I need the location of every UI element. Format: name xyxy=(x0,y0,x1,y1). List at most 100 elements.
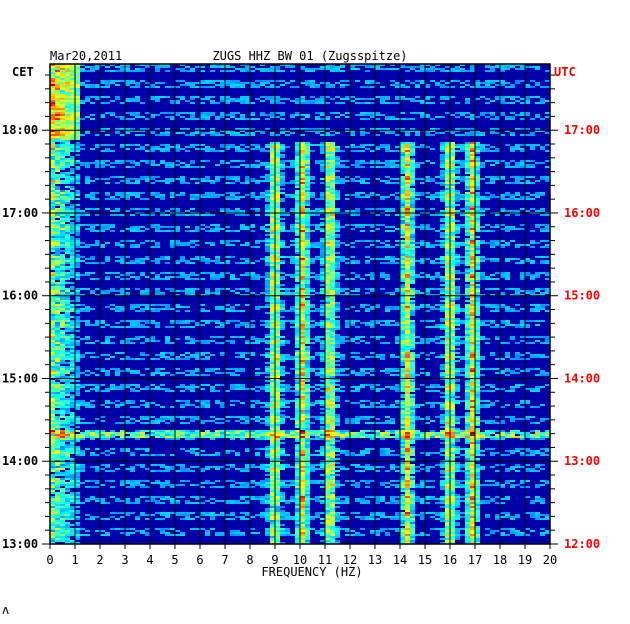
spectrogram-cell xyxy=(120,278,125,280)
spectrogram-cell xyxy=(290,100,295,102)
spectrogram-cell xyxy=(120,260,125,262)
spectrogram-cell xyxy=(190,230,195,232)
spectrogram-cell xyxy=(525,198,530,200)
spectrogram-cell xyxy=(410,168,415,170)
spectrogram-cell xyxy=(210,244,215,246)
spectrogram-cell xyxy=(155,308,160,310)
spectrogram-cell xyxy=(60,232,65,234)
spectrogram-cell xyxy=(75,76,80,78)
spectrogram-cell xyxy=(65,282,70,284)
spectrogram-cell xyxy=(125,320,130,322)
spectrogram-cell xyxy=(450,216,455,218)
spectrogram-cell xyxy=(445,66,450,68)
spectrogram-cell xyxy=(115,80,120,82)
spectrogram-cell xyxy=(325,244,330,246)
spectrogram-cell xyxy=(400,252,405,254)
spectrogram-cell xyxy=(505,64,510,66)
spectrogram-cell xyxy=(400,284,405,286)
spectrogram-cell xyxy=(515,210,520,212)
date-label: Mar20,2011 xyxy=(50,49,122,63)
spectrogram-cell xyxy=(340,64,345,66)
spectrogram-cell xyxy=(300,176,305,178)
spectrogram-cell xyxy=(410,164,415,166)
spectrogram-cell xyxy=(240,64,245,66)
spectrogram-cell xyxy=(120,134,125,136)
spectrogram-cell xyxy=(265,208,270,210)
spectrogram-cell xyxy=(455,166,460,168)
spectrogram-cell xyxy=(265,288,270,290)
spectrogram-cell xyxy=(150,176,155,178)
spectrogram-cell xyxy=(50,254,55,256)
spectrogram-cell xyxy=(60,90,65,92)
spectrogram-cell xyxy=(280,98,285,100)
spectrogram-cell xyxy=(450,200,455,202)
spectrogram-cell xyxy=(445,260,450,262)
spectrogram-cell xyxy=(455,232,460,234)
spectrogram-cell xyxy=(215,150,220,152)
spectrogram-cell xyxy=(285,246,290,248)
spectrogram-cell xyxy=(220,208,225,210)
spectrogram-cell xyxy=(445,164,450,166)
spectrogram-cell xyxy=(270,190,275,192)
spectrogram-cell xyxy=(280,146,285,148)
spectrogram-cell xyxy=(95,162,100,164)
spectrogram-cell xyxy=(460,176,465,178)
spectrogram-cell xyxy=(440,236,445,238)
spectrogram-cell xyxy=(475,222,480,224)
spectrogram-cell xyxy=(545,214,550,216)
spectrogram-cell xyxy=(325,168,330,170)
spectrogram-cell xyxy=(510,148,515,150)
spectrogram-cell xyxy=(300,226,305,228)
spectrogram-cell xyxy=(215,84,220,86)
spectrogram-cell xyxy=(345,262,350,264)
spectrogram-cell xyxy=(260,68,265,70)
spectrogram-cell xyxy=(275,204,280,206)
spectrogram-cell xyxy=(480,166,485,168)
spectrogram-cell xyxy=(75,292,80,294)
spectrogram-cell xyxy=(50,274,55,276)
spectrogram-cell xyxy=(335,256,340,258)
spectrogram-cell xyxy=(305,282,310,284)
spectrogram-cell xyxy=(400,200,405,202)
spectrogram-cell xyxy=(300,172,305,174)
spectrogram-cell xyxy=(55,98,60,100)
spectrogram-cell xyxy=(330,196,335,198)
spectrogram-cell xyxy=(255,130,260,132)
spectrogram-cell xyxy=(500,80,505,82)
spectrogram-cell xyxy=(225,96,230,98)
spectrogram-cell xyxy=(405,66,410,68)
spectrogram-cell xyxy=(150,310,155,312)
spectrogram-cell xyxy=(280,130,285,132)
spectrogram-cell xyxy=(515,128,520,130)
spectrogram-cell xyxy=(435,230,440,232)
spectrogram-cell xyxy=(335,242,340,244)
spectrogram-cell xyxy=(335,70,340,72)
spectrogram-cell xyxy=(345,308,350,310)
spectrogram-cell xyxy=(405,156,410,158)
spectrogram-cell xyxy=(50,78,55,80)
spectrogram-cell xyxy=(185,210,190,212)
spectrogram-cell xyxy=(50,112,55,114)
spectrogram-cell xyxy=(445,314,450,316)
spectrogram-cell xyxy=(145,176,150,178)
spectrogram-cell xyxy=(420,70,425,72)
spectrogram-cell xyxy=(165,306,170,308)
spectrogram-cell xyxy=(450,230,455,232)
spectrogram-cell xyxy=(405,266,410,268)
spectrogram-cell xyxy=(335,68,340,70)
spectrogram-cell xyxy=(405,236,410,238)
spectrogram-cell xyxy=(335,306,340,308)
spectrogram-cell xyxy=(445,130,450,132)
spectrogram-cell xyxy=(335,192,340,194)
spectrogram-cell xyxy=(375,82,380,84)
spectrogram-cell xyxy=(305,102,310,104)
spectrogram-cell xyxy=(330,268,335,270)
spectrogram-cell xyxy=(325,170,330,172)
spectrogram-cell xyxy=(330,194,335,196)
spectrogram-cell xyxy=(545,244,550,246)
spectrogram-cell xyxy=(230,182,235,184)
spectrogram-cell xyxy=(105,128,110,130)
spectrogram-cell xyxy=(450,310,455,312)
spectrogram-cell xyxy=(230,290,235,292)
spectrogram-cell xyxy=(210,112,215,114)
